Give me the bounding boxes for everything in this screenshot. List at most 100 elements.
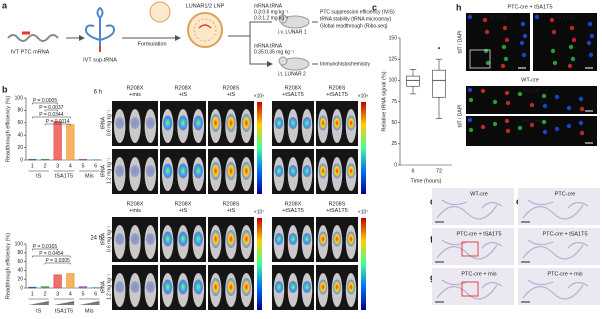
cell [579, 106, 585, 112]
cell [485, 60, 491, 66]
signal [115, 281, 125, 293]
cell [541, 93, 547, 99]
cell [482, 17, 488, 23]
signal [193, 115, 203, 131]
signal [241, 230, 251, 248]
x-tick-label: 4 [69, 163, 72, 169]
signal [226, 230, 236, 248]
y-tick-label: 20 [17, 277, 23, 283]
signal [226, 114, 236, 132]
signal [211, 230, 221, 248]
bar [28, 159, 37, 161]
column-header: +tSA1T5 [282, 208, 304, 214]
bar [66, 124, 75, 161]
signal [288, 117, 298, 129]
cell [520, 21, 526, 27]
x-tick-label: 2 [43, 163, 46, 169]
signal [130, 117, 140, 129]
label: IVT PTC mRNA [11, 49, 50, 55]
signal [178, 231, 188, 247]
cell [550, 48, 556, 54]
cell [505, 100, 511, 106]
x-tick-label: 1 [31, 163, 34, 169]
cell [542, 129, 548, 135]
histology-image [518, 268, 600, 305]
x-tick-label: 6 [94, 163, 97, 169]
dose-wedge [53, 301, 75, 305]
label: Formulation [137, 41, 166, 47]
cell [503, 56, 509, 62]
column-header: R208S [223, 201, 240, 207]
tissue [436, 279, 503, 300]
histology-label: PTC-cre + mis [547, 271, 583, 277]
histology-image [432, 228, 514, 265]
y-tick-label: 100 [389, 78, 398, 84]
bar [78, 286, 88, 289]
cell [586, 40, 592, 46]
column-header: R208X [175, 85, 192, 91]
cell [551, 29, 557, 35]
label: mRNA:tRNA [254, 43, 283, 49]
significance-bracket [32, 248, 58, 251]
y-tick-label: 0 [20, 157, 23, 163]
column-header: R208S [329, 85, 346, 91]
histology-image [518, 188, 600, 225]
cell [467, 14, 473, 20]
row-label: tRNA [100, 232, 106, 245]
fluorescence-image [466, 13, 530, 71]
signal [178, 115, 188, 131]
signal [211, 114, 221, 132]
x-tick-label: 2 [43, 291, 46, 297]
cell [517, 91, 523, 97]
signal [332, 115, 342, 131]
y-tick-label: 75 [391, 99, 397, 105]
column-header: +mis [129, 208, 141, 214]
signal [346, 279, 356, 295]
panel-label: h [456, 2, 462, 12]
x-tick-label: 4 [69, 291, 72, 297]
column-header: +tSA1T5 [282, 92, 304, 98]
cell [502, 25, 508, 31]
cell [570, 56, 576, 62]
y-tick-label: 100 [15, 241, 24, 247]
cell [480, 124, 486, 130]
condition-label: PTC-cre + tSA1T5 [507, 4, 552, 10]
cell [519, 40, 525, 46]
column-header: +tS [179, 92, 188, 98]
dose-wedge [28, 301, 49, 305]
bar [78, 159, 88, 161]
panel-label: a [2, 0, 8, 10]
signal [163, 279, 173, 295]
signal [163, 231, 173, 247]
signal [332, 279, 342, 295]
x-tick-label: 5 [81, 163, 84, 169]
cell [588, 52, 594, 58]
signal [163, 163, 173, 179]
y-axis-label: Readthrough efficiency (%) [5, 96, 11, 162]
signal [145, 117, 155, 129]
row-label: tRNA [100, 164, 106, 177]
condition-label: WT-cre [521, 77, 539, 83]
p-value: P = 0.0114 [46, 119, 70, 125]
cell [541, 119, 547, 125]
cell [500, 63, 506, 69]
cell [578, 96, 584, 102]
signal [302, 233, 312, 245]
signal [115, 117, 125, 129]
cell [529, 102, 535, 108]
signal [274, 281, 284, 293]
signal [130, 281, 140, 293]
cell [542, 103, 548, 109]
y-tick-label: 0 [20, 285, 23, 291]
label: 0.3:1.2 mg kg⁻¹ [254, 15, 289, 21]
stain-label: tdT / DAPI [457, 31, 463, 54]
cell [549, 17, 555, 23]
x-tick-label: 3 [56, 163, 59, 169]
x-tick-label: 6 [411, 168, 414, 174]
signal [302, 165, 312, 177]
bar [28, 286, 37, 289]
cell [554, 94, 560, 100]
group-label: tSA1T5 [55, 173, 73, 179]
cell [467, 117, 473, 123]
signal [288, 233, 298, 245]
